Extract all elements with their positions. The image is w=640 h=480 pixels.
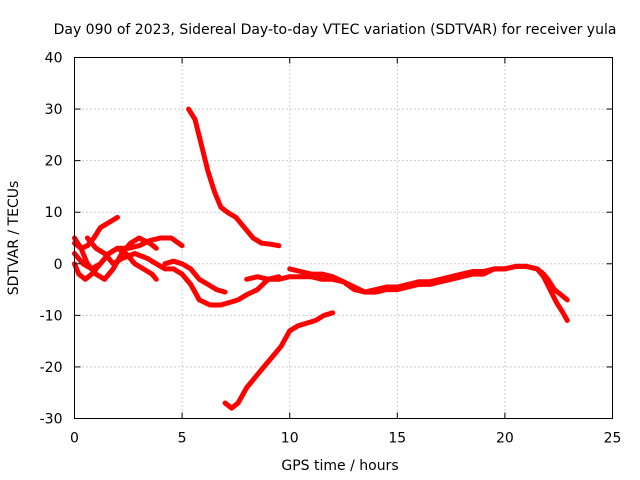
x-axis-label: GPS time / hours (281, 458, 398, 474)
y-tick-label: 20 (45, 154, 63, 170)
series-track-3 (72, 235, 159, 282)
plot-frame (74, 57, 613, 419)
series-track-5 (84, 235, 282, 308)
series-track-8 (222, 310, 336, 411)
x-tick-label: 5 (178, 431, 187, 447)
data-series (72, 106, 570, 411)
y-tick-label: 0 (54, 257, 63, 273)
y-tick-label: -10 (40, 308, 63, 324)
x-tick-label: 15 (388, 431, 406, 447)
y-tick-label: -20 (40, 360, 63, 376)
y-tick-label: -30 (40, 412, 63, 428)
y-tick-label: 10 (45, 205, 63, 221)
x-tick-label: 20 (496, 431, 514, 447)
chart-title: Day 090 of 2023, Sidereal Day-to-day VTE… (54, 22, 617, 38)
y-tick-label: 40 (45, 51, 63, 67)
series-track-7 (186, 106, 282, 249)
series-track-4 (72, 245, 159, 282)
x-tick-label: 25 (604, 431, 622, 447)
series-track-10 (287, 263, 570, 323)
y-axis-label: SDTVAR / TECUs (6, 181, 22, 296)
series-track-6 (162, 258, 228, 295)
x-tick-label: 10 (281, 431, 299, 447)
axis-ticks: 0 5 10 15 20 25 -30 -20 -10 0 10 20 30 40 (40, 51, 622, 447)
grid (74, 57, 613, 419)
y-tick-label: 30 (45, 102, 63, 118)
x-tick-label: 0 (70, 431, 79, 447)
